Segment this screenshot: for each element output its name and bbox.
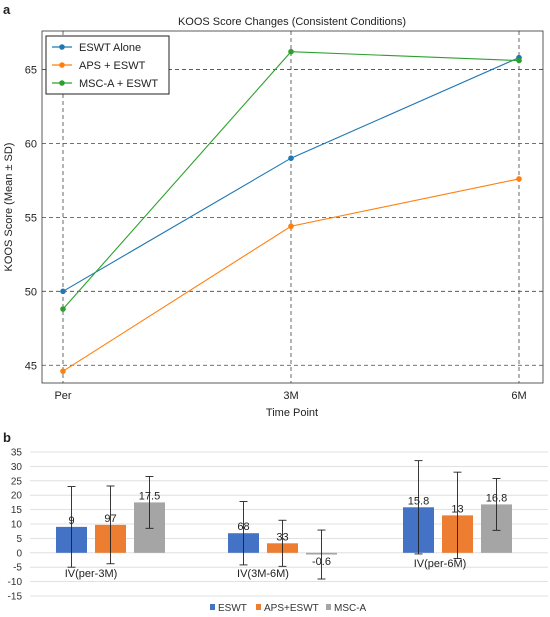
chart-a-legend-marker	[59, 62, 65, 68]
chart-b-category-label: IV(3M-6M)	[237, 568, 289, 580]
chart-a-plot-frame	[41, 30, 544, 384]
chart-a-data-point	[516, 176, 522, 182]
chart-b-y-tick-label: -15	[8, 592, 23, 603]
chart-b-data-label: 97	[104, 513, 116, 525]
chart-a-y-tick-label: 65	[25, 64, 37, 76]
chart-b-data-label: 13	[451, 503, 463, 515]
chart-a-data-point	[60, 306, 66, 312]
chart-b-data-label: 17.5	[139, 490, 160, 502]
chart-b-y-tick-label: 5	[16, 534, 22, 545]
chart-a-x-tick-label: 6M	[511, 390, 526, 402]
chart-a-x-tick-label: 3M	[283, 390, 298, 402]
chart-a-title: KOOS Score Changes (Consistent Condition…	[178, 16, 406, 28]
chart-a-legend-label: MSC-A + ESWT	[79, 78, 158, 90]
chart-a-data-point	[60, 288, 66, 295]
chart-a-legend: ESWT Alone APS + ESWT MSC-A + ESWT	[45, 35, 170, 95]
chart-b-legend-swatch	[210, 604, 215, 610]
chart-a-y-tick-label: 45	[25, 360, 37, 372]
chart-b-bars: 9 68 15.8 97 33 13 17.5 -0.6 16.8	[56, 460, 512, 580]
chart-a-data-point	[288, 223, 294, 230]
chart-b-tick-labels: -15 -10 -5 0 5 10 15 20 25 30 35	[8, 448, 23, 603]
chart-b-y-tick-label: 25	[11, 476, 23, 487]
chart-b-data-label: -0.6	[312, 556, 331, 568]
chart-b-category-label: IV(per-6M)	[414, 558, 467, 570]
chart-a-y-tick-label: 60	[25, 138, 37, 150]
chart-b-legend-label: APS+ESWT	[264, 603, 319, 614]
chart-b-data-label: 16.8	[486, 492, 507, 504]
chart-a-series	[60, 48, 522, 374]
chart-a-x-axis-label: Time Point	[266, 407, 318, 419]
chart-a-data-point	[288, 48, 294, 55]
chart-b-legend-swatch	[326, 604, 331, 610]
chart-b-data-label: 68	[237, 521, 249, 533]
chart-a-data-point	[288, 155, 294, 161]
chart-b-legend-label: ESWT	[218, 603, 247, 614]
chart-b-legend-label: MSC-A	[334, 603, 367, 614]
chart-a-data-point	[516, 57, 522, 64]
chart-b-data-label: 15.8	[408, 495, 429, 507]
chart-a-y-tick-label: 50	[25, 286, 37, 298]
chart-b-category-label: IV(per-3M)	[65, 568, 118, 580]
chart-b-y-tick-label: 20	[11, 491, 23, 502]
chart-b-legend-swatch	[256, 604, 261, 610]
chart-a-legend-label: ESWT Alone	[79, 42, 141, 54]
chart-a-legend-marker	[59, 44, 65, 50]
chart-b-y-tick-label: 10	[11, 520, 23, 531]
chart-b-y-tick-label: 0	[16, 548, 22, 559]
panel-a-label: a	[3, 2, 11, 17]
chart-b-y-tick-label: 15	[11, 505, 23, 516]
chart-b-legend: ESWT APS+ESWT MSC-A	[210, 603, 367, 614]
chart-b-data-label: 33	[276, 531, 288, 543]
chart-b-y-tick-label: 35	[11, 448, 23, 459]
chart-b-data-label: 9	[68, 515, 74, 527]
panel-b-label: b	[3, 430, 11, 445]
chart-b-y-tick-label: -5	[13, 563, 22, 574]
chart-a-legend-label: APS + ESWT	[79, 60, 146, 72]
chart-b-y-tick-label: 30	[11, 462, 23, 473]
chart-b-category-labels: IV(per-3M) IV(3M-6M) IV(per-6M)	[65, 558, 467, 580]
chart-a-y-tick-label: 55	[25, 212, 37, 224]
chart-b-y-tick-label: -10	[8, 577, 23, 588]
chart-a-tick-labels: 45 50 55 60 65 Per 3M 6M	[25, 64, 527, 402]
chart-a-x-tick-label: Per	[54, 390, 71, 402]
chart-a-y-axis-label: KOOS Score (Mean ± SD)	[3, 143, 15, 272]
chart-a-legend-marker	[59, 80, 65, 86]
chart-a-data-point	[60, 368, 66, 374]
